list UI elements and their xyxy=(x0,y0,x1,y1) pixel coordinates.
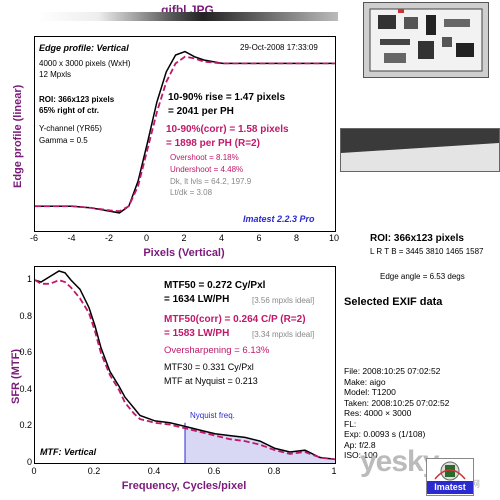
mtf-ytick: 0.2 xyxy=(19,420,32,431)
edge-profile-xtick: 8 xyxy=(293,233,299,243)
mtf50corr-line-1: MTF50(corr) = 0.264 C/P (R=2) xyxy=(164,314,306,325)
mtf-at-nyquist: MTF at Nyquist = 0.213 xyxy=(164,376,258,386)
test-chart-thumbnail xyxy=(363,2,489,78)
mtf-xtick: 0.6 xyxy=(207,466,221,476)
edge-profile-heading: Edge profile: Vertical xyxy=(39,43,129,53)
corr-line-2: = 1898 per PH (R=2) xyxy=(166,138,260,149)
mtf50corr-line-2: = 1583 LW/PH xyxy=(164,328,230,339)
imatest-brand: Imatest 2.2.3 Pro xyxy=(243,214,315,224)
edge-profile-xlabel: Pixels (Vertical) xyxy=(143,247,225,259)
mtf-xtick: 0.2 xyxy=(87,466,101,476)
mtf50-line-1: MTF50 = 0.272 Cy/Pxl xyxy=(164,280,266,291)
mtf-ytick: 0.6 xyxy=(19,347,32,358)
exif-list: File: 2008:10:25 07:02:52 Make: aigo Model… xyxy=(344,366,494,461)
imatest-logo-icon xyxy=(434,461,466,481)
edge-profile-xtick: 6 xyxy=(256,233,262,243)
test-chart-thumbnail-svg xyxy=(364,3,488,77)
edge-profile-xtick: 2 xyxy=(181,233,187,243)
channel-line: Y-channel (YR65) xyxy=(39,124,102,133)
rise-line-1: 10-90% rise = 1.47 pixels xyxy=(168,92,286,103)
edge-profile-xtick: 10 xyxy=(328,233,339,243)
edge-profile-xtick: 0 xyxy=(143,233,149,243)
roi-edge-thumbnail xyxy=(340,128,500,172)
roi-edge-thumbnail-svg xyxy=(341,129,499,171)
pct-line: 65% right of ctr. xyxy=(39,106,100,115)
roi-lrtb: L R T B = 3445 3810 1465 1587 xyxy=(370,247,484,256)
mtf-ytick: 0 xyxy=(26,457,32,467)
mtf50-ideal: [3.56 mpxls ideal] xyxy=(252,296,315,305)
exif-row: Model: T1200 xyxy=(344,387,396,397)
edge-profile-corrected-line xyxy=(35,55,335,213)
edge-gradient-strip xyxy=(38,12,338,21)
exif-row: Make: aigo xyxy=(344,376,386,387)
edge-profile-svg xyxy=(35,50,335,214)
mtf-xlabel: Frequency, Cycles/pixel xyxy=(121,480,247,492)
mtf-corrected-line xyxy=(34,279,336,461)
imatest-logo: Imatest xyxy=(426,458,474,496)
exif-row: FL: xyxy=(344,418,357,429)
mtf-plot xyxy=(34,266,336,464)
mtf-ytick: 0.4 xyxy=(19,383,32,394)
exif-row: Ap: f/2.8 xyxy=(344,439,376,450)
exif-title: Selected EXIF data xyxy=(344,296,443,308)
info-line-1: 4000 x 3000 pixels (WxH) xyxy=(39,59,131,68)
mtf-ytick: 0.8 xyxy=(19,310,32,321)
overshoot: Overshoot = 8.18% xyxy=(170,153,239,162)
imatest-logo-label: Imatest xyxy=(427,481,473,494)
mtf-line xyxy=(34,270,336,461)
nyquist-label: Nyquist freq. xyxy=(190,411,235,420)
mtf-xtick: 1 xyxy=(331,466,337,476)
mtf50-line-2: = 1634 LW/PH xyxy=(164,294,230,305)
exif-row: Exp: 0.0093 s (1/108) xyxy=(344,429,426,439)
mtf50corr-ideal: [3.34 mpxls ideal] xyxy=(252,330,315,339)
info-line-2: 12 Mpxls xyxy=(39,70,72,79)
dk-lt-levels: Dk, lt lvls = 64.2, 197.9 xyxy=(170,177,252,186)
gamma-line: Gamma = 0.5 xyxy=(39,136,88,145)
lt-dk-ratio: Lt/dk = 3.08 xyxy=(170,188,213,197)
mtf-xtick: 0.8 xyxy=(267,466,281,476)
mtf-svg xyxy=(34,270,336,463)
edge-profile-date: 29-Oct-2008 17:33:09 xyxy=(240,43,318,52)
edge-profile-ylabel: Edge profile (linear) xyxy=(12,84,24,188)
oversharpening: Oversharpening = 6.13% xyxy=(164,345,270,356)
exif-row: File: 2008:10:25 07:02:52 xyxy=(344,366,441,376)
exif-row: Res: 4000 × 3000 xyxy=(344,408,412,418)
rise-line-2: = 2041 per PH xyxy=(168,106,234,117)
mtf-ytick: 1 xyxy=(26,274,32,285)
exif-row: ISO: 100 xyxy=(344,450,378,460)
edge-angle: Edge angle = 6.53 degs xyxy=(380,272,465,281)
mtf-xtick: 0.4 xyxy=(147,466,161,476)
edge-profile-xtick: -6 xyxy=(29,233,38,243)
edge-profile-xtick: -2 xyxy=(104,233,113,243)
undershoot: Undershoot = 4.48% xyxy=(170,165,244,174)
mtf-heading: MTF: Vertical xyxy=(40,447,97,457)
exif-row: Taken: 2008:10:25 07:02:52 xyxy=(344,397,450,408)
mtf30: MTF30 = 0.331 Cy/Pxl xyxy=(164,362,254,372)
edge-profile-plot xyxy=(34,36,336,232)
corr-line-1: 10-90%(corr) = 1.58 pixels xyxy=(166,124,289,135)
edge-profile-xtick: -4 xyxy=(67,233,76,243)
mtf-xtick: 0 xyxy=(31,466,37,476)
roi-line: ROI: 366x123 pixels xyxy=(39,95,115,104)
roi-title: ROI: 366x123 pixels xyxy=(370,233,464,244)
edge-profile-xtick: 4 xyxy=(218,233,224,243)
